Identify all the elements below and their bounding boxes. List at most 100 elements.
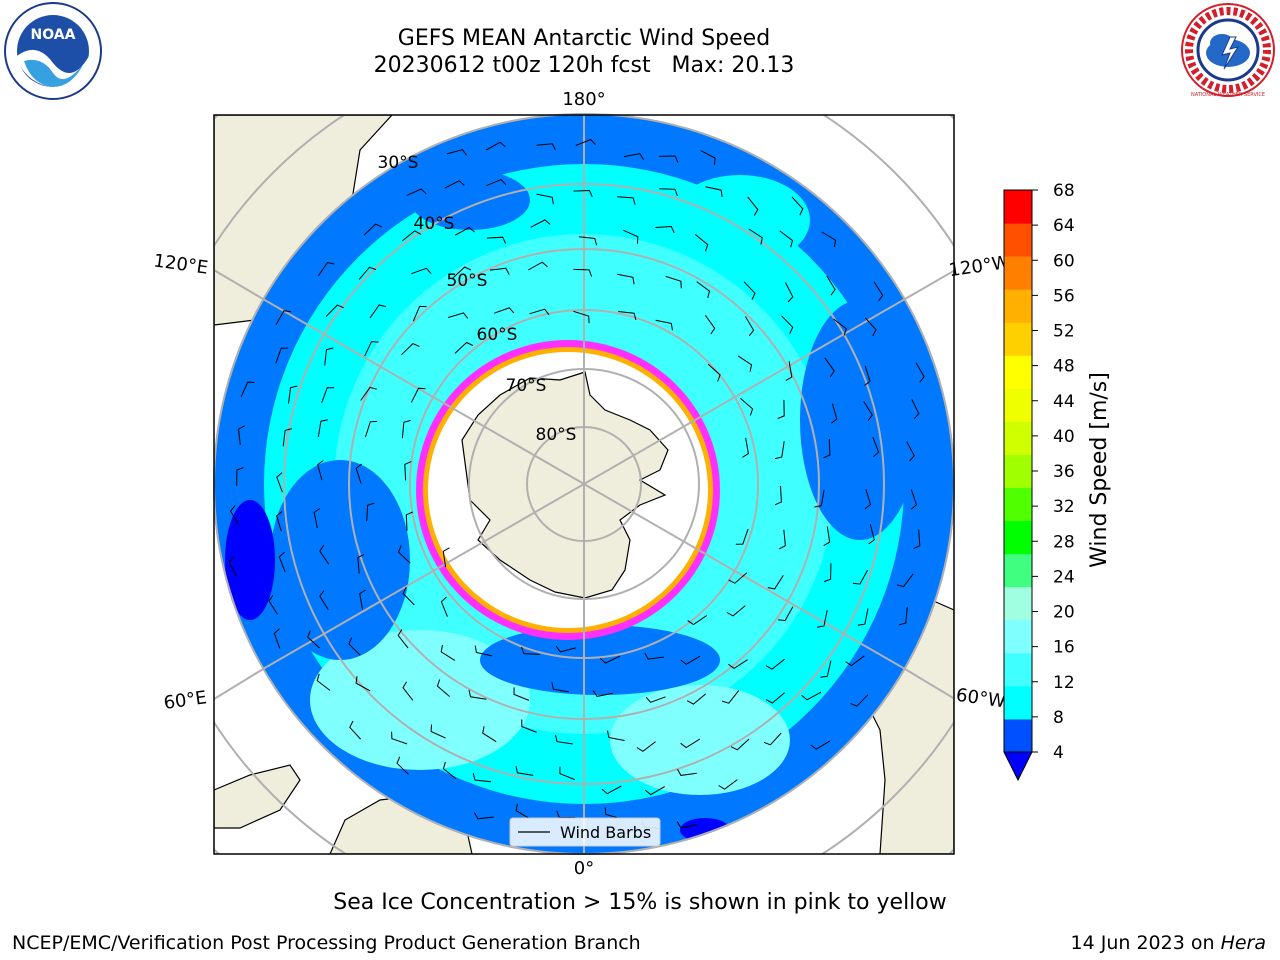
wind-barb bbox=[823, 526, 831, 547]
wind-barb bbox=[521, 646, 540, 655]
national-weather-service-logo: NATIONAL WEATHER SERVICE bbox=[1181, 3, 1275, 98]
wind-barb bbox=[740, 398, 754, 416]
wind-barb bbox=[402, 586, 415, 606]
wind-barb bbox=[454, 226, 475, 236]
wind-barb bbox=[687, 615, 707, 626]
wind-barb bbox=[521, 719, 537, 733]
wind-barb bbox=[601, 785, 622, 795]
wind-barb bbox=[573, 310, 590, 324]
wind-barb bbox=[319, 590, 329, 611]
wind-barb bbox=[624, 153, 645, 160]
wind-barb bbox=[864, 317, 877, 337]
legend-label: Wind Barbs bbox=[560, 823, 651, 842]
wind-barb bbox=[468, 689, 487, 700]
wind-barb bbox=[405, 511, 413, 531]
wind-barb bbox=[363, 223, 383, 236]
wind-barb bbox=[655, 319, 673, 331]
wind-barb bbox=[273, 628, 281, 649]
wind-barb bbox=[316, 673, 331, 691]
wind-barb bbox=[872, 437, 880, 458]
wind-barb bbox=[704, 315, 716, 335]
wind-barb bbox=[530, 219, 551, 228]
wind-barb bbox=[820, 660, 832, 678]
madagascar-landmass bbox=[214, 764, 301, 829]
wind-barb bbox=[236, 467, 244, 487]
wind-barb bbox=[406, 188, 427, 197]
colorbar-segment bbox=[1004, 652, 1032, 687]
wind-barb bbox=[665, 275, 682, 289]
wind-barb bbox=[830, 403, 838, 424]
wind-barb bbox=[694, 234, 709, 252]
wind-barb bbox=[784, 282, 794, 303]
colorbar-tick-label: 40 bbox=[1053, 427, 1075, 447]
wind-barb bbox=[644, 652, 665, 660]
colorbar-segment bbox=[1004, 487, 1032, 522]
wind-barb bbox=[529, 308, 550, 316]
wind-barb bbox=[527, 261, 548, 271]
wind-barb bbox=[324, 347, 334, 366]
wind-barb bbox=[645, 696, 666, 703]
wind-barb bbox=[276, 472, 283, 493]
wind-barb bbox=[360, 386, 377, 401]
wind-barbs bbox=[228, 138, 925, 830]
lat-label-30s: 30°S bbox=[378, 153, 419, 173]
wind-speed-field bbox=[213, 113, 955, 855]
wind-barb bbox=[600, 655, 621, 664]
date-stamp: 14 Jun 2023 on Hera bbox=[1071, 932, 1266, 954]
wind-barb bbox=[397, 629, 409, 649]
colorbar-tick-label: 28 bbox=[1053, 532, 1075, 552]
wind-barb bbox=[578, 236, 598, 246]
colorbar-segment bbox=[1004, 685, 1032, 720]
wind-barb bbox=[743, 281, 756, 300]
wind-barb bbox=[268, 595, 278, 615]
wind-barb bbox=[696, 281, 711, 299]
colorbar-label: Wind Speed [m/s] bbox=[1087, 372, 1112, 568]
colorbar-tick-label: 4 bbox=[1053, 743, 1064, 763]
wind-barb bbox=[686, 693, 707, 705]
wind-barb bbox=[555, 645, 576, 653]
wind-barb bbox=[229, 505, 240, 526]
wind-barb bbox=[735, 528, 749, 545]
wind-barb bbox=[826, 275, 836, 296]
wind-barb bbox=[364, 341, 379, 357]
lon-label-120e: 120°E bbox=[152, 250, 209, 278]
map-frame bbox=[213, 114, 955, 855]
wind-barb bbox=[852, 569, 869, 585]
wind-barb bbox=[644, 786, 665, 796]
wind-barb bbox=[913, 529, 921, 550]
colorbar-tick-label: 52 bbox=[1053, 322, 1075, 342]
wind-barb bbox=[359, 589, 366, 610]
wind-barb bbox=[765, 658, 785, 670]
wind-barb bbox=[397, 545, 411, 564]
wind-barb bbox=[700, 150, 716, 166]
wind-barb bbox=[765, 692, 785, 704]
colorbar-segment bbox=[1004, 355, 1032, 389]
lat-label-80s: 80°S bbox=[536, 425, 577, 445]
wind-barb bbox=[318, 261, 335, 276]
wind-barb bbox=[845, 655, 865, 667]
wind-barb bbox=[472, 773, 491, 783]
colorbar-segment bbox=[1004, 454, 1032, 489]
wind-barb bbox=[618, 311, 637, 321]
wind-barb bbox=[810, 740, 831, 750]
colorbar-segment bbox=[1004, 388, 1032, 422]
wind-barb bbox=[355, 463, 363, 484]
colorbar-segment bbox=[1004, 289, 1032, 323]
colorbar-segment bbox=[1004, 190, 1032, 224]
colorbar-tick-label: 32 bbox=[1053, 497, 1075, 517]
lat-label-60s: 60°S bbox=[477, 325, 518, 345]
wind-barb bbox=[440, 644, 456, 661]
colorbar-segment bbox=[1004, 718, 1032, 753]
wind-barb bbox=[436, 679, 450, 697]
wind-barb bbox=[442, 761, 457, 779]
wind-barb bbox=[910, 489, 918, 510]
wind-barb bbox=[573, 268, 593, 277]
lon-label-60e: 60°E bbox=[162, 687, 208, 714]
wind-barb bbox=[357, 553, 365, 574]
wind-barb bbox=[823, 438, 831, 459]
wind-barb bbox=[763, 732, 782, 746]
wind-barb bbox=[785, 361, 793, 382]
credit-line: NCEP/EMC/Verification Post Processing Pr… bbox=[12, 932, 641, 954]
wind-barb bbox=[396, 756, 409, 775]
